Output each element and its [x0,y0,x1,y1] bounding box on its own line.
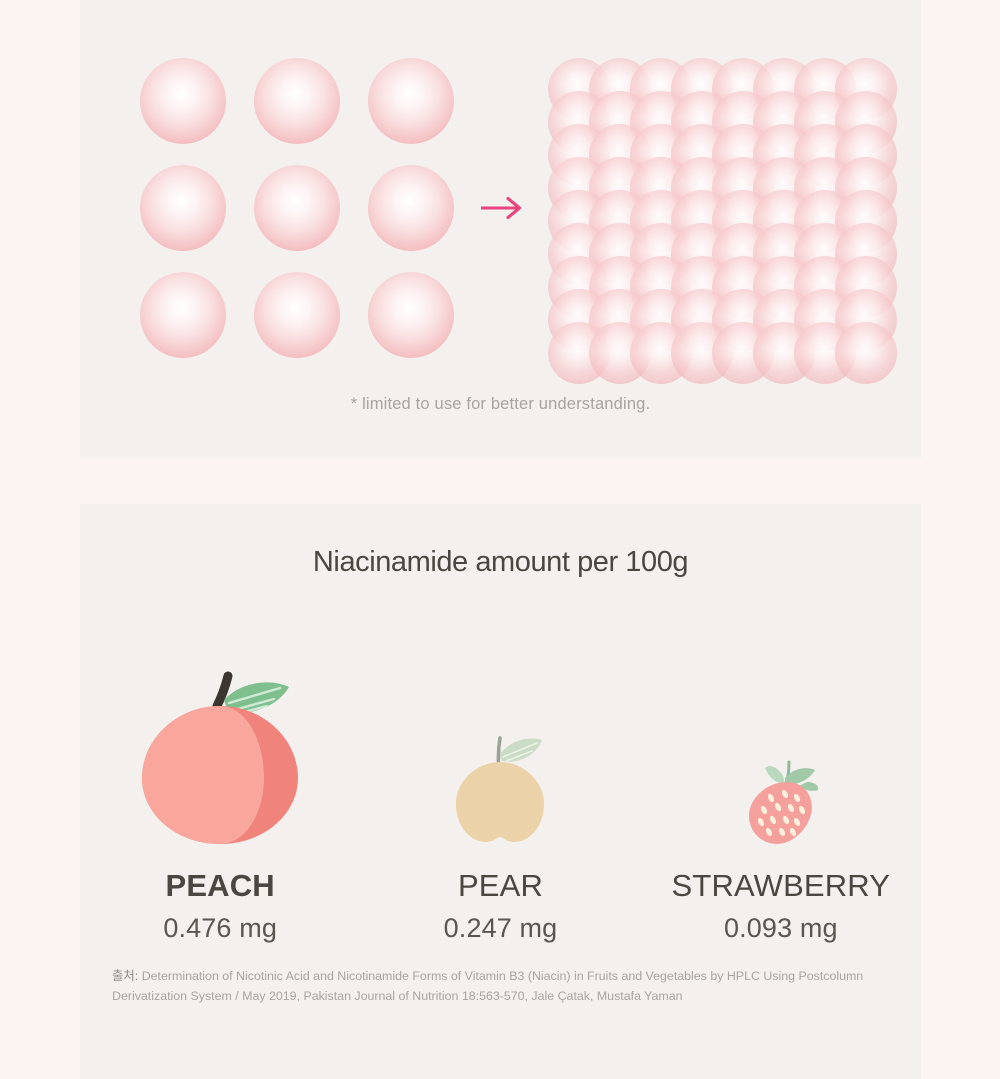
cell-sphere [140,272,226,358]
cell-sphere [368,58,454,144]
fruit-item-strawberry: STRAWBERRY 0.093 mg [656,650,906,944]
sparse-cell-grid [140,58,485,358]
fruit-value: 0.093 mg [723,913,838,943]
cell-sphere [140,165,226,251]
cell-sphere [368,165,454,251]
cell-sphere [254,58,340,144]
strawberry-art [739,650,823,850]
source-label: 출처: [112,969,139,983]
cell-illustration-note: * limited to use for better understandin… [350,395,651,413]
cell-sphere [254,165,340,251]
pear-icon [456,736,545,842]
peach-icon [141,671,298,844]
strawberry-icon [748,760,818,844]
dense-cell-grid [548,58,897,384]
cell-multiplication-panel: * limited to use for better understandin… [80,0,921,458]
fruit-item-pear: PEAR 0.247 mg [375,650,625,944]
fruit-item-peach: PEACH 0.476 mg [95,650,345,944]
cell-sphere [254,272,340,358]
fruit-value: 0.476 mg [163,913,277,943]
fruit-name: STRAWBERRY [671,868,891,903]
cell-sphere [368,272,454,358]
fruit-name: PEAR [457,868,543,903]
pear-art [448,650,552,850]
peach-art [128,650,313,850]
page-title: Niacinamide amount per 100g [312,546,689,578]
cell-sphere [835,322,897,384]
cell-sphere [140,58,226,144]
source-text: Determination of Nicotinic Acid and Nico… [112,969,864,1004]
niacinamide-panel: Niacinamide amount per 100g PEACH 0.476 … [80,504,921,1079]
fruit-value: 0.247 mg [443,913,558,943]
fruit-name: PEACH [165,868,275,903]
source-citation: 출처: Determination of Nicotinic Acid and … [112,966,892,1006]
arrow-right-icon [481,196,522,220]
fruit-comparison-row: PEACH 0.476 mg PEAR 0.247 mg [80,614,921,944]
cell-illustration-stage [80,0,921,384]
